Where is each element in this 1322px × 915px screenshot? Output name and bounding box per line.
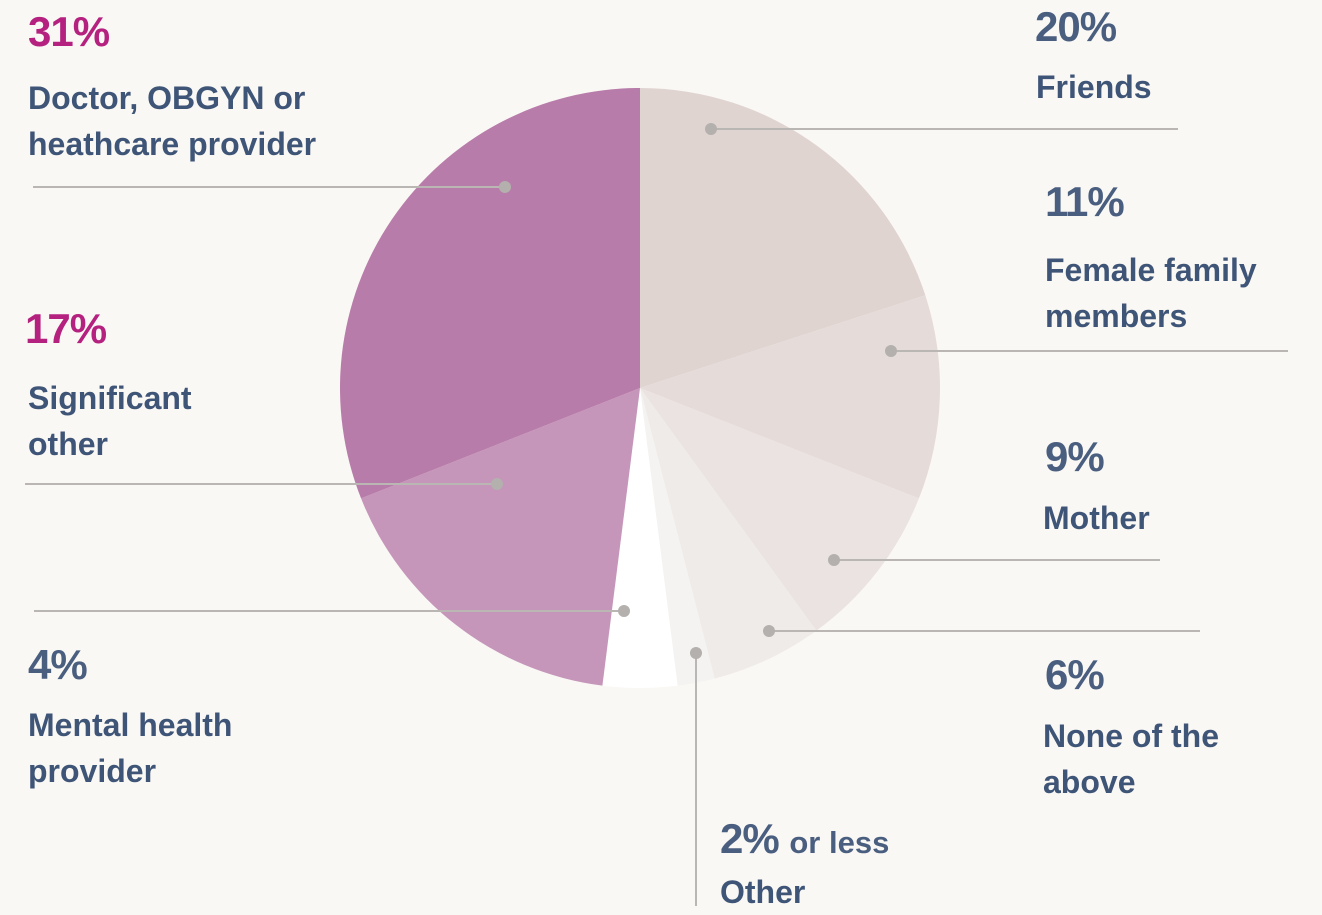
percent-value: 31% (28, 8, 110, 55)
percent-note: or less (789, 825, 890, 860)
percent-label: 9% (1045, 432, 1105, 482)
category-label: None of the above (1043, 718, 1219, 800)
pie-slice (640, 88, 926, 388)
category-label: Mental health provider (28, 707, 233, 789)
leader-dot (705, 123, 717, 135)
leader-dot (885, 345, 897, 357)
pie-slice (640, 388, 715, 686)
pie-slice (640, 388, 919, 631)
percent-value: 11% (1045, 178, 1125, 225)
percent-label: 11% (1045, 177, 1125, 227)
percent-value: 20% (1035, 3, 1117, 50)
leader-dot (491, 478, 503, 490)
category-label: Doctor, OBGYN or heathcare provider (28, 80, 317, 162)
leader-dot (618, 605, 630, 617)
category-label: Female family members (1045, 252, 1257, 334)
leader-dot (763, 625, 775, 637)
percent-value: 6% (1045, 651, 1105, 698)
percent-value: 17% (25, 305, 107, 352)
percent-label: 31% (28, 7, 110, 57)
percent-label: 4% (28, 640, 88, 690)
percent-label: 17% (25, 304, 107, 354)
pie-slice (640, 295, 941, 499)
leader-dot (828, 554, 840, 566)
percent-label: 20% (1035, 2, 1117, 52)
percent-value: 4% (28, 641, 88, 688)
percent-label: 6% (1045, 650, 1105, 700)
percent-value: 9% (1045, 433, 1105, 480)
category-label: Friends (1036, 69, 1152, 105)
pie-slice (640, 388, 817, 679)
category-label: Other (720, 874, 806, 910)
percent-value: 2% (720, 815, 780, 862)
pie-slice (339, 88, 640, 499)
percent-label: 2% or less (720, 814, 889, 868)
leader-dot (499, 181, 511, 193)
category-label: Mother (1043, 500, 1150, 536)
category-label: Significant other (28, 380, 192, 462)
leader-dot (690, 647, 702, 659)
